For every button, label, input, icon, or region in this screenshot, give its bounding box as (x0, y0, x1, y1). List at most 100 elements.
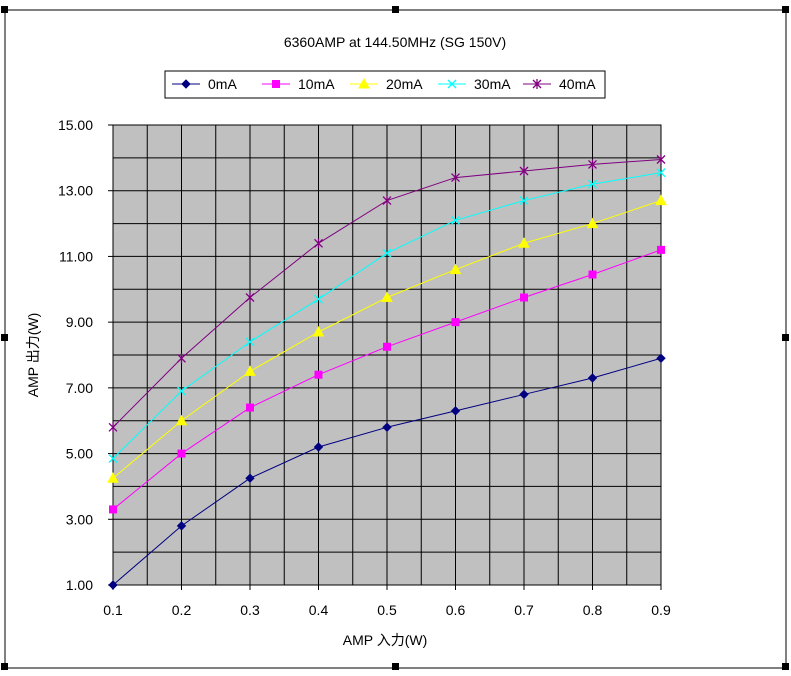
x-tick-label: 0.1 (103, 602, 123, 618)
data-point (519, 389, 529, 400)
data-point (314, 370, 323, 379)
data-point (451, 318, 460, 327)
data-point (657, 245, 665, 254)
data-point (381, 291, 393, 302)
data-point (451, 215, 460, 225)
data-point (588, 270, 597, 279)
data-point (313, 442, 324, 452)
data-point (245, 337, 255, 347)
chart-title: 6360AMP at 144.50MHz (SG 150V) (284, 34, 506, 50)
data-point (176, 521, 187, 531)
resize-handle-middle-left[interactable] (1, 334, 8, 341)
legend-entry: 40mA (523, 76, 596, 92)
resize-handle-bottom-left[interactable] (1, 663, 8, 670)
y-tick-label: 5.00 (66, 446, 93, 462)
data-point (588, 179, 597, 189)
data-point (177, 386, 186, 396)
data-point (382, 422, 392, 432)
data-point (382, 248, 392, 258)
legend-entry: 20mA (350, 76, 423, 92)
resize-handle-bottom-right[interactable] (782, 663, 789, 670)
data-point (449, 263, 462, 275)
legend-entry: 0mA (172, 76, 237, 92)
y-tick-label: 9.00 (66, 314, 93, 330)
data-point (586, 217, 599, 229)
data-point (382, 195, 392, 206)
y-tick-label: 11.00 (59, 248, 93, 264)
data-point (246, 403, 254, 412)
data-point (177, 449, 186, 458)
x-tick-label: 0.7 (514, 602, 534, 618)
data-point (656, 353, 666, 363)
legend-label: 30mA (474, 76, 511, 92)
legend-label: 40mA (559, 76, 596, 92)
data-point (587, 373, 598, 383)
x-tick-label: 0.2 (172, 602, 192, 618)
resize-handle-top-right[interactable] (782, 6, 789, 13)
legend-marker (447, 79, 457, 89)
data-point (245, 473, 255, 483)
gridlines (113, 125, 661, 585)
data-point (107, 472, 119, 483)
resize-handle-bottom-center[interactable] (392, 663, 399, 670)
series-40mA (108, 154, 666, 433)
legend-marker (272, 80, 280, 88)
data-point (656, 168, 666, 178)
data-point (655, 194, 667, 206)
data-point (175, 414, 188, 426)
series-0mA (108, 353, 666, 590)
legend-label: 0mA (208, 76, 237, 92)
legend-entry: 10mA (262, 76, 335, 92)
y-axis-label: AMP 出力(W) (25, 313, 41, 398)
x-tick-label: 0.5 (377, 602, 397, 618)
y-tick-label: 15.00 (58, 117, 93, 133)
series-30mA (108, 168, 666, 463)
x-tick-label: 0.9 (651, 602, 671, 618)
data-point (244, 365, 256, 376)
data-point (177, 353, 186, 364)
data-point (108, 580, 118, 590)
data-point (383, 342, 391, 351)
data-point (109, 505, 117, 514)
series-group (107, 154, 667, 590)
x-tick-label: 0.3 (240, 602, 260, 618)
data-point (520, 293, 528, 302)
x-tick-label: 0.6 (446, 602, 466, 618)
y-tick-label: 1.00 (66, 577, 93, 593)
data-point (518, 237, 530, 248)
x-tick-label: 0.8 (583, 602, 603, 618)
data-point (314, 294, 323, 304)
data-point (245, 292, 255, 303)
legend-marker (532, 79, 542, 89)
data-point (108, 422, 118, 433)
resize-handle-top-center[interactable] (392, 6, 399, 13)
x-tick-label: 0.4 (309, 602, 329, 618)
y-tick-label: 13.00 (58, 183, 93, 199)
resize-handle-top-left[interactable] (1, 6, 8, 13)
legend-marker (358, 77, 370, 89)
series-10mA (109, 245, 665, 514)
data-point (312, 325, 325, 337)
data-point (588, 159, 597, 170)
x-axis-ticks: 0.1 0.2 0.3 0.4 0.5 0.6 0.7 0.8 0.9 (103, 585, 671, 618)
x-axis-label: AMP 入力(W) (343, 632, 428, 648)
y-tick-label: 7.00 (66, 380, 93, 396)
y-tick-label: 3.00 (66, 511, 93, 527)
data-point (450, 406, 461, 416)
resize-handle-middle-right[interactable] (782, 334, 789, 341)
legend-marker (181, 79, 191, 89)
selection-handles[interactable] (1, 6, 789, 670)
data-point (656, 154, 666, 165)
legend: 0mA 10mA 20mA 30mA 40mA (164, 70, 606, 99)
legend-entry: 30mA (438, 76, 511, 92)
data-point (519, 196, 529, 206)
series-20mA (107, 194, 667, 483)
legend-label: 10mA (298, 76, 335, 92)
data-point (108, 454, 118, 463)
data-point (519, 166, 529, 176)
data-point (314, 238, 323, 249)
legend-label: 20mA (386, 76, 423, 92)
data-point (451, 172, 460, 183)
y-axis-ticks: 1.00 3.00 5.00 7.00 9.00 11.00 13.00 15.00 (58, 117, 113, 593)
